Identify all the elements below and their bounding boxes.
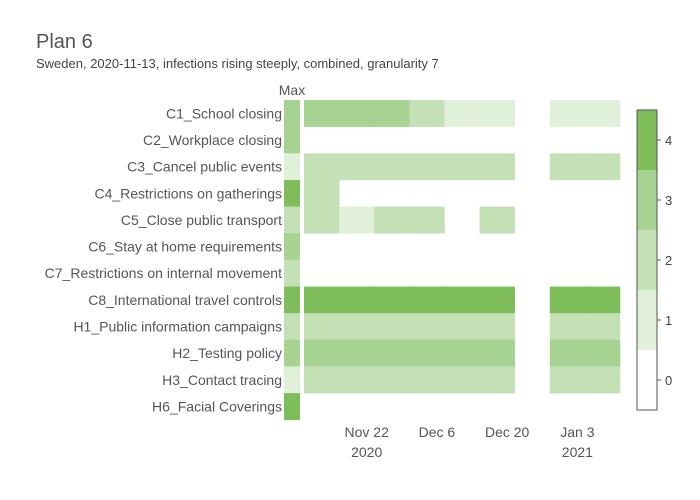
x-tick-year-label: 2020 — [351, 444, 382, 460]
heatmap-cell — [549, 153, 586, 181]
row-label: C2_Workplace closing — [143, 132, 282, 148]
colorbar-tick-label: 0 — [665, 373, 672, 388]
row-label: H6_Facial Coverings — [152, 398, 282, 414]
x-tick-label: Jan 3 — [560, 424, 594, 440]
heatmap-cell — [304, 366, 340, 394]
heatmap-cell — [409, 286, 445, 314]
heatmap-cell — [479, 286, 515, 314]
heatmap-cell — [479, 153, 515, 181]
heatmap-cell — [549, 366, 586, 394]
colorbar-segment — [637, 290, 657, 350]
heatmap-cell — [304, 339, 340, 367]
max-cell — [284, 393, 300, 421]
heatmap-cell — [444, 313, 480, 341]
heatmap-cell — [584, 153, 621, 181]
heatmap-cell — [479, 206, 515, 234]
heatmap-cell — [304, 286, 340, 314]
heatmap-cell — [479, 313, 515, 341]
row-label: H3_Contact tracing — [162, 372, 282, 388]
heatmap-cell — [374, 153, 410, 181]
heatmap-cell — [339, 313, 375, 341]
row-label: C3_Cancel public events — [127, 159, 282, 175]
heatmap-cell — [409, 153, 445, 181]
heatmap-cell — [584, 366, 621, 394]
heatmap-cell — [479, 100, 515, 127]
max-cell — [284, 179, 300, 207]
colorbar-segment — [637, 110, 657, 170]
heatmap-cell — [409, 339, 445, 367]
heatmap-cell — [409, 313, 445, 341]
heatmap-cell — [304, 313, 340, 341]
heatmap-cell — [304, 100, 340, 127]
max-cell — [284, 233, 300, 261]
heatmap-cell — [584, 313, 621, 341]
heatmap-cell — [444, 153, 480, 181]
max-cell — [284, 313, 300, 341]
row-label: C4_Restrictions on gatherings — [94, 185, 282, 201]
max-cell — [284, 153, 300, 181]
row-label: C5_Close public transport — [121, 212, 282, 228]
heatmap-cell — [409, 100, 445, 127]
heatmap-cell — [304, 206, 340, 234]
row-label: C7_Restrictions on internal movement — [45, 265, 282, 281]
row-label: C6_Stay at home requirements — [88, 239, 282, 255]
max-cell — [284, 206, 300, 234]
heatmap-cell — [549, 100, 586, 127]
heatmap-cell — [339, 153, 375, 181]
heatmap-cell — [374, 366, 410, 394]
heatmap-cell — [339, 206, 375, 234]
max-cell — [284, 259, 300, 287]
colorbar-segment — [637, 170, 657, 230]
row-label: C8_International travel controls — [88, 292, 282, 308]
colorbar-tick-label: 3 — [665, 193, 672, 208]
heatmap-cell — [374, 339, 410, 367]
max-cell — [284, 339, 300, 367]
heatmap-cell — [374, 100, 410, 127]
x-tick-label: Dec 20 — [485, 424, 530, 440]
colorbar-tick-label: 4 — [665, 133, 672, 148]
heatmap-cell — [409, 366, 445, 394]
heatmap-cell — [339, 100, 375, 127]
max-cell — [284, 286, 300, 314]
heatmap-cell — [444, 100, 480, 127]
heatmap-cell — [304, 179, 340, 207]
max-cell — [284, 100, 300, 127]
chart-subtitle: Sweden, 2020-11-13, infections rising st… — [36, 56, 439, 71]
heatmap-cell — [444, 286, 480, 314]
heatmap-cell — [584, 286, 621, 314]
heatmap-cell — [374, 313, 410, 341]
heatmap-cell — [339, 339, 375, 367]
heatmap-cell — [549, 313, 586, 341]
heatmap-cell — [444, 366, 480, 394]
max-cell — [284, 366, 300, 394]
row-label: H2_Testing policy — [172, 345, 282, 361]
row-label: H1_Public information campaigns — [73, 319, 282, 335]
heatmap-cell — [549, 286, 586, 314]
colorbar-tick-label: 1 — [665, 313, 672, 328]
heatmap-cell — [374, 286, 410, 314]
heatmap-cell — [339, 366, 375, 394]
colorbar-segment — [637, 350, 657, 410]
max-cell — [284, 126, 300, 154]
heatmap-cell — [584, 100, 621, 127]
max-column-label: Max — [279, 82, 305, 98]
x-tick-label: Nov 22 — [345, 424, 390, 440]
heatmap-cell — [479, 366, 515, 394]
chart-title: Plan 6 — [36, 31, 93, 53]
heatmap-cell — [339, 286, 375, 314]
colorbar-segment — [637, 230, 657, 290]
row-label: C1_School closing — [166, 105, 282, 121]
heatmap-cell — [374, 206, 410, 234]
colorbar-tick-label: 2 — [665, 253, 672, 268]
heatmap-cell — [584, 339, 621, 367]
heatmap-cell — [444, 339, 480, 367]
x-tick-year-label: 2021 — [562, 444, 593, 460]
heatmap-cell — [409, 206, 445, 234]
heatmap-cell — [549, 339, 586, 367]
x-tick-label: Dec 6 — [419, 424, 456, 440]
heatmap-cell — [479, 339, 515, 367]
heatmap-cell — [304, 153, 340, 181]
